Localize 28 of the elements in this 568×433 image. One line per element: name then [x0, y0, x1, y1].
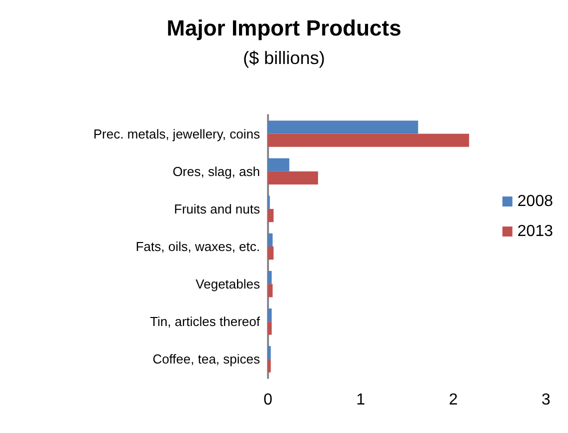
y-tick-label: Coffee, tea, spices	[152, 352, 260, 367]
bar	[268, 359, 271, 372]
chart-title: Major Import Products	[166, 16, 402, 40]
y-tick-label: Vegetables	[196, 276, 260, 292]
bar	[268, 134, 470, 147]
bar	[268, 233, 273, 246]
legend-label: 2013	[517, 223, 554, 240]
bar	[268, 208, 274, 222]
x-tick-label: 3	[542, 392, 551, 408]
x-tick-label: 1	[356, 392, 366, 408]
bar	[268, 346, 271, 360]
legend-label: 2008	[517, 193, 554, 210]
chart-subtitle: ($ billions)	[242, 48, 326, 68]
bar	[268, 270, 272, 284]
y-tick-label: Ores, slag, ash	[172, 164, 260, 179]
bar	[268, 322, 272, 335]
bar	[268, 308, 272, 322]
bar	[268, 246, 274, 260]
y-tick-label: Fruits and nuts	[174, 201, 260, 216]
y-tick-label: Tin, articles thereof	[150, 314, 260, 330]
bar	[268, 120, 418, 134]
bar	[268, 284, 273, 298]
y-tick-label: Prec. metals, jewellery, coins	[93, 126, 260, 142]
x-tick-label: 2	[448, 392, 458, 408]
y-tick-label: Fats, oils, waxes, etc.	[136, 239, 260, 254]
bar	[268, 171, 318, 185]
bar	[268, 158, 290, 172]
x-tick-label: 0	[264, 392, 273, 408]
